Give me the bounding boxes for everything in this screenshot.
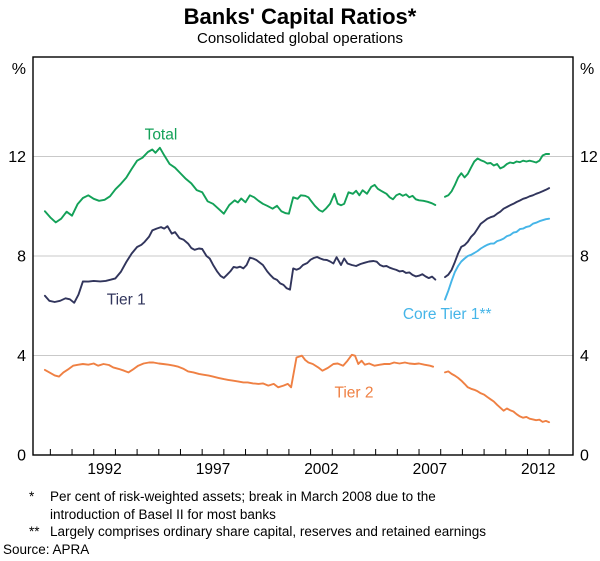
axis-box xyxy=(32,56,574,456)
series-label-tier-2: Tier 2 xyxy=(334,385,373,402)
series-total-line-segment-2 xyxy=(444,153,551,198)
page-subtitle: Consolidated global operations xyxy=(197,30,403,47)
chart-footnotes: * Per cent of risk-weighted assets; brea… xyxy=(0,488,600,558)
y-axis-label-left-4: 4 xyxy=(17,348,26,365)
y-axis-label-right-0: 0 xyxy=(580,448,589,465)
chart-header: Banks' Capital Ratios* Consolidated glob… xyxy=(0,0,600,47)
x-axis-label-1992: 1992 xyxy=(87,461,121,478)
series-core-tier-1-line-segment-1 xyxy=(444,217,551,301)
y-axis-unit-right: % xyxy=(580,61,594,78)
footnote-2: ** Largely comprises ordinary share capi… xyxy=(0,523,600,541)
footnote-1: * Per cent of risk-weighted assets; brea… xyxy=(0,488,600,523)
y-axis-label-right-4: 4 xyxy=(580,348,589,365)
y-axis-label-right-12: 12 xyxy=(580,149,598,166)
series-tier-1-line-segment-1 xyxy=(43,225,437,304)
x-axis-label-2002: 2002 xyxy=(304,461,338,478)
series-label-tier-1: Tier 1 xyxy=(107,292,146,309)
page-title: Banks' Capital Ratios* xyxy=(183,4,417,29)
series-tier-1-line-segment-2 xyxy=(444,187,551,279)
source-note: Source: APRA xyxy=(3,541,90,557)
footnote-2-text: Largely comprises ordinary share capital… xyxy=(50,524,486,539)
y-axis-label-left-8: 8 xyxy=(17,249,26,266)
footnote-1-text: Per cent of risk-weighted assets; break … xyxy=(50,489,436,522)
x-axis-label-1997: 1997 xyxy=(196,461,230,478)
series-label-core-tier-1: Core Tier 1** xyxy=(403,306,492,323)
series-tier-2-line-segment-1 xyxy=(43,353,435,389)
capital-ratios-line-chart: 1992 1997 2002 2007 2012 0 0 4 4 8 8 12 12% % Total Tie… xyxy=(8,56,598,478)
y-axis-label-left-12: 12 xyxy=(8,149,26,166)
x-axis-label-2012: 2012 xyxy=(521,461,555,478)
footnote-1-marker: * xyxy=(29,489,35,504)
series-total-line-segment-1 xyxy=(43,146,437,224)
x-axis-label-2007: 2007 xyxy=(413,461,447,478)
footnote-2-marker: ** xyxy=(29,524,40,539)
series-tier-2-line-segment-2 xyxy=(444,370,551,424)
series-label-total: Total xyxy=(145,127,178,144)
y-axis-label-right-8: 8 xyxy=(580,249,589,266)
y-axis-unit-left: % xyxy=(12,61,26,78)
y-axis-label-left-0: 0 xyxy=(17,448,26,465)
